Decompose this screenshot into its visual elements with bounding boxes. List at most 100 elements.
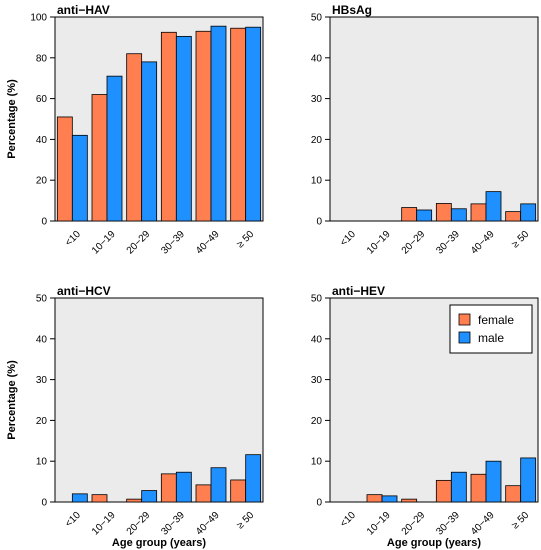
x-axis-title: Age group (years) — [387, 537, 481, 549]
bar-male — [520, 457, 537, 503]
bar-female — [195, 484, 212, 503]
y-tick-label: 50 — [311, 13, 323, 24]
y-tick-label: 20 — [311, 416, 323, 427]
x-category-label: 30−39 — [159, 510, 187, 538]
x-category-label: ≥ 50 — [235, 510, 257, 532]
bar-male — [485, 191, 502, 222]
legend-label: male — [478, 331, 504, 345]
panel-title: anti−HCV — [57, 284, 111, 298]
bar-male — [210, 25, 227, 222]
x-category-label: 30−39 — [434, 510, 462, 538]
bar-male — [450, 471, 467, 503]
bar-male — [381, 495, 398, 503]
y-tick-label: 50 — [36, 294, 48, 305]
bar-female — [401, 498, 418, 503]
y-tick-label: 30 — [311, 94, 323, 105]
bar-male — [485, 460, 502, 503]
bar-male — [245, 26, 262, 222]
chart-panel: 0 10 20 30 40 50 <10 10−19 20−29 30−39 40−49 ≥ 50 HB… — [311, 3, 539, 257]
plot-area — [54, 297, 264, 503]
legend-swatch — [458, 313, 471, 326]
x-category-label: 10−19 — [365, 229, 393, 257]
bar-female — [435, 203, 452, 222]
bar-male — [106, 75, 123, 222]
bar-male — [520, 203, 537, 222]
bar-female — [366, 494, 383, 503]
x-category-label: 20−29 — [400, 510, 428, 538]
x-category-label: 40−49 — [194, 229, 222, 257]
panel-title: anti−HAV — [57, 3, 110, 17]
y-tick-label: 100 — [30, 13, 47, 24]
y-tick-label: 10 — [36, 457, 48, 468]
y-tick-label: 0 — [316, 498, 322, 509]
bar-male — [245, 454, 262, 503]
x-category-label: 40−49 — [194, 510, 222, 538]
bar-male — [450, 208, 467, 222]
bar-male — [141, 490, 158, 503]
bar-male — [71, 134, 88, 222]
legend-swatch — [458, 331, 471, 344]
x-category-label: <10 — [63, 510, 83, 530]
bar-female — [230, 27, 247, 222]
bar-male — [210, 467, 227, 503]
x-category-label: ≥ 50 — [510, 510, 532, 532]
y-tick-label: 10 — [311, 176, 323, 187]
bar-female — [56, 116, 73, 222]
bar-female — [505, 211, 522, 222]
x-category-label: 10−19 — [90, 510, 118, 538]
x-category-label: 40−49 — [469, 510, 497, 538]
legend-label: female — [478, 313, 514, 327]
y-tick-label: 50 — [311, 294, 323, 305]
x-category-label: ≥ 50 — [510, 229, 532, 251]
y-tick-label: 80 — [36, 53, 48, 64]
y-tick-label: 20 — [36, 416, 48, 427]
y-tick-label: 0 — [41, 217, 47, 228]
y-tick-label: 30 — [311, 375, 323, 386]
x-category-label: <10 — [338, 510, 358, 530]
x-category-label: 20−29 — [125, 229, 153, 257]
x-category-label: 40−49 — [469, 229, 497, 257]
legend: female male — [449, 304, 533, 354]
plot-area — [329, 16, 539, 222]
chart-panel: 0 10 20 30 40 50 <10 10−19 20−29 30−39 40−49 ≥ 50 an… — [6, 284, 264, 549]
y-tick-label: 10 — [311, 457, 323, 468]
bar-female — [91, 494, 108, 503]
bar-female — [470, 473, 487, 503]
x-category-label: <10 — [338, 229, 358, 249]
x-category-label: <10 — [63, 229, 83, 249]
bar-female — [160, 473, 177, 503]
bar-female — [126, 53, 143, 222]
x-category-label: 30−39 — [159, 229, 187, 257]
y-tick-label: 0 — [41, 498, 47, 509]
bar-male — [416, 209, 433, 222]
bar-male — [71, 493, 88, 503]
bar-female — [126, 498, 143, 503]
x-category-label: 30−39 — [434, 229, 462, 257]
y-axis-title: Percentage (%) — [6, 360, 18, 440]
x-category-label: 20−29 — [400, 229, 428, 257]
y-tick-label: 0 — [316, 217, 322, 228]
y-tick-label: 40 — [311, 334, 323, 345]
plot-area — [54, 16, 264, 222]
chart-panel: 0 20 40 60 80 100 <10 10−19 20−29 30−39 40−49 ≥ 50 a… — [6, 3, 264, 257]
bar-female — [470, 203, 487, 222]
y-tick-label: 20 — [311, 135, 323, 146]
y-tick-label: 40 — [36, 334, 48, 345]
x-category-label: 10−19 — [90, 229, 118, 257]
bar-male — [175, 35, 192, 222]
bar-female — [91, 94, 108, 222]
bar-female — [435, 479, 452, 503]
bar-female — [160, 31, 177, 222]
bar-male — [175, 471, 192, 503]
y-tick-label: 40 — [311, 53, 323, 64]
x-axis-title: Age group (years) — [112, 537, 206, 549]
legend-box — [449, 304, 533, 354]
panel-title: anti−HEV — [332, 284, 385, 298]
bar-female — [401, 207, 418, 222]
x-category-label: 20−29 — [125, 510, 153, 538]
bar-female — [230, 479, 247, 503]
panel-title: HBsAg — [332, 3, 372, 17]
y-tick-label: 20 — [36, 176, 48, 187]
chart-panel: 0 10 20 30 40 50 <10 10−19 20−29 30−39 40−49 ≥ 50 an… — [311, 284, 539, 549]
